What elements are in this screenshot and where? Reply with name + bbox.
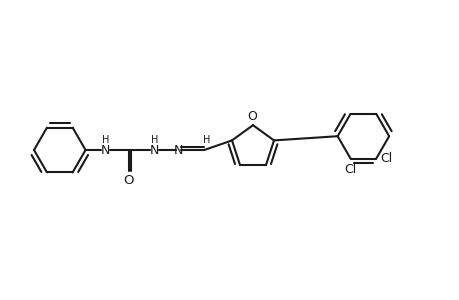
Text: O: O (246, 110, 257, 123)
Text: N: N (150, 143, 159, 157)
Text: O: O (123, 174, 133, 188)
Text: Cl: Cl (380, 152, 392, 165)
Text: N: N (101, 143, 110, 157)
Text: H: H (151, 135, 158, 146)
Text: H: H (203, 135, 210, 145)
Text: H: H (102, 135, 109, 146)
Text: Cl: Cl (344, 163, 356, 176)
Text: N: N (174, 143, 183, 157)
